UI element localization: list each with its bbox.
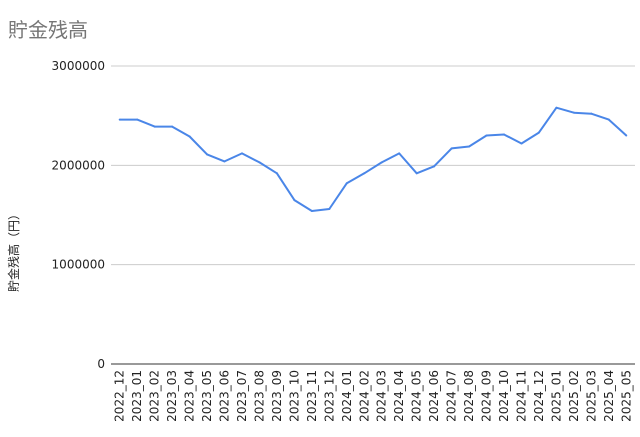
y-tick-label: 0 (97, 357, 105, 371)
y-axis-title: 貯金残高（円） (6, 208, 21, 292)
x-tick-label: 2023_10 (287, 370, 301, 422)
data-point (450, 147, 453, 150)
data-point (223, 160, 226, 163)
data-point (310, 210, 313, 213)
x-tick-label: 2024_05 (410, 370, 424, 422)
data-point (572, 111, 575, 114)
data-point (241, 152, 243, 155)
y-tick-label: 2000000 (52, 158, 105, 172)
x-tick-label: 2024_09 (480, 370, 494, 422)
x-tick-label: 2023_01 (130, 370, 144, 422)
data-point (275, 172, 278, 175)
x-tick-label: 2023_05 (200, 370, 214, 422)
x-tick-label: 2023_12 (322, 370, 336, 422)
data-point (153, 125, 156, 128)
x-tick-label: 2022_12 (113, 370, 127, 422)
data-point (258, 161, 261, 164)
data-point (590, 112, 593, 115)
x-tick-labels: 2022_12 2023_01 2023_02 2023_03 2023_04 2023_… (113, 370, 634, 422)
x-tick-label: 2023_04 (183, 370, 197, 422)
x-tick-label: 2024_08 (462, 370, 476, 422)
y-tick-labels: 0 1000000 2000000 3000000 (52, 59, 105, 371)
data-point (293, 199, 296, 202)
data-point (118, 118, 121, 121)
data-point (625, 134, 628, 137)
data-point (468, 145, 471, 148)
data-point (607, 118, 610, 121)
data-point (433, 165, 436, 168)
data-point (415, 172, 418, 175)
chart-title: 貯金残高 (8, 18, 88, 42)
x-tick-label: 2025_04 (602, 370, 616, 422)
data-point (136, 118, 139, 121)
data-point (398, 152, 401, 155)
series-line (119, 106, 627, 212)
x-tick-label: 2025_03 (584, 370, 598, 422)
data-point (171, 125, 174, 128)
x-tick-label: 2023_09 (270, 370, 284, 422)
x-tick-label: 2024_07 (445, 370, 459, 422)
data-point (363, 172, 366, 175)
x-tick-label: 2025_01 (549, 370, 563, 422)
y-tick-label: 1000000 (52, 258, 105, 272)
data-point (485, 134, 488, 137)
x-tick-label: 2024_06 (427, 370, 441, 422)
x-tick-label: 2024_10 (497, 370, 511, 422)
data-point (520, 142, 523, 145)
y-tick-label: 3000000 (52, 59, 105, 73)
gridlines (111, 65, 635, 365)
data-point (555, 106, 558, 109)
x-tick-label: 2024_02 (357, 370, 371, 422)
data-point (188, 135, 191, 138)
x-tick-label: 2025_05 (619, 370, 633, 422)
data-point (380, 161, 383, 164)
x-tick-label: 2023_11 (305, 370, 319, 422)
series-layer (118, 106, 628, 213)
x-tick-label: 2024_11 (514, 370, 528, 422)
data-point (206, 153, 209, 156)
data-point (503, 133, 505, 136)
data-point (328, 208, 331, 211)
data-point (345, 182, 348, 185)
x-tick-label: 2023_07 (235, 370, 249, 422)
x-tick-label: 2024_12 (532, 370, 546, 422)
data-point (537, 131, 540, 134)
x-tick-label: 2025_02 (567, 370, 581, 422)
x-tick-label: 2023_02 (148, 370, 162, 422)
x-tick-label: 2023_03 (165, 370, 179, 422)
x-tick-label: 2023_06 (218, 370, 232, 422)
x-tick-label: 2023_08 (252, 370, 266, 422)
x-tick-label: 2024_03 (375, 370, 389, 422)
x-tick-label: 2024_01 (340, 370, 354, 422)
x-tick-label: 2024_04 (392, 370, 406, 422)
